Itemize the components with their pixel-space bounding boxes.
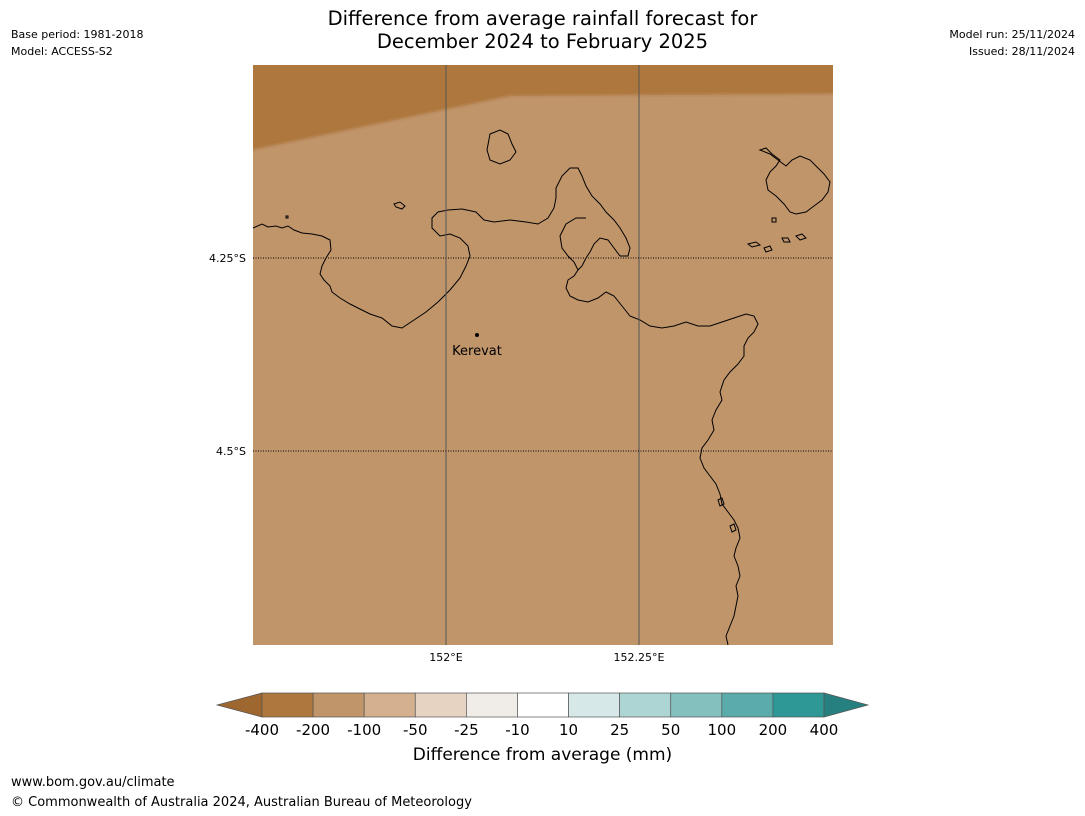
footer-copyright: © Commonwealth of Australia 2024, Austra…	[11, 795, 472, 810]
kerevat-marker	[475, 333, 479, 337]
colorbar-box	[517, 692, 569, 718]
colorbar-box	[466, 692, 518, 718]
colorbar-box	[312, 692, 365, 718]
colorbar-extend-low	[215, 692, 263, 718]
coastline-islet-south-1	[717, 497, 725, 507]
colorbar-tick-label: -400	[244, 721, 280, 739]
footer-url: www.bom.gov.au/climate	[11, 775, 175, 790]
coastline-islet-east-5	[771, 217, 777, 223]
coastline-islet-south-2	[729, 523, 737, 533]
model-text: Model: ACCESS-S2	[11, 45, 113, 58]
lon-label-152-25e: 152.25°E	[614, 651, 665, 664]
colorbar-extend-high	[823, 692, 870, 718]
colorbar-box	[568, 692, 620, 718]
lat-label-4-25s: 4.25°S	[209, 252, 246, 265]
colorbar-box	[670, 692, 723, 718]
coastline-islet-small	[285, 215, 289, 219]
colorbar-tick-label: -25	[454, 721, 479, 739]
base-period-text: Base period: 1981-2018	[11, 28, 144, 41]
coastlines	[252, 129, 831, 646]
colorbar-box	[772, 692, 825, 718]
colorbar-box	[619, 692, 672, 718]
gridlines	[253, 65, 833, 645]
metadata-right: Model run: 25/11/2024 Issued: 28/11/2024	[949, 26, 1075, 60]
colorbar	[215, 692, 870, 718]
drier-region-fill	[253, 65, 833, 150]
colorbar-box	[721, 692, 774, 718]
lat-label-4-5s: 4.5°S	[216, 445, 246, 458]
colorbar-box	[414, 692, 467, 718]
colorbar-tick-label: 400	[809, 721, 839, 739]
colorbar-title: Difference from average (mm)	[412, 745, 673, 765]
issued-text: Issued: 28/11/2024	[968, 45, 1075, 58]
map-background-fill	[253, 65, 833, 645]
colorbar-tick-label: -200	[296, 721, 331, 739]
colorbar-tick-label: -10	[505, 721, 530, 739]
kerevat-label: Kerevat	[452, 344, 502, 359]
title-line-2: December 2024 to February 2025	[376, 30, 709, 53]
title-line-1: Difference from average rainfall forecas…	[327, 7, 758, 30]
coastline-islet-east-2	[763, 245, 773, 253]
colorbar-tick-label: 25	[610, 721, 630, 739]
coastline-islet-west	[393, 201, 406, 210]
coastline-islet-east-4	[795, 233, 807, 241]
metadata-left: Base period: 1981-2018 Model: ACCESS-S2	[11, 26, 143, 60]
colorbar-tick-label: 200	[758, 721, 788, 739]
map-panel	[253, 65, 833, 645]
coastline-inner-bay	[559, 217, 586, 271]
colorbar-tick-label: -50	[403, 721, 428, 739]
chart-title: Difference from average rainfall forecas…	[250, 7, 835, 53]
colorbar-tick-label: 50	[661, 721, 681, 739]
lon-label-152e: 152°E	[429, 651, 462, 664]
colorbar-box	[363, 692, 416, 718]
coastline-island-north	[486, 129, 517, 165]
colorbar-tick-label: 10	[558, 721, 579, 739]
coastline-islet-east-1	[746, 241, 762, 248]
coastline-main	[252, 167, 759, 646]
model-run-text: Model run: 25/11/2024	[949, 28, 1075, 41]
colorbar-box	[261, 692, 314, 718]
coastline-duke-of-york	[758, 147, 831, 215]
colorbar-tick-label: -100	[347, 721, 382, 739]
colorbar-tick-label: 100	[707, 721, 737, 739]
coastline-islet-east-3	[781, 237, 791, 243]
